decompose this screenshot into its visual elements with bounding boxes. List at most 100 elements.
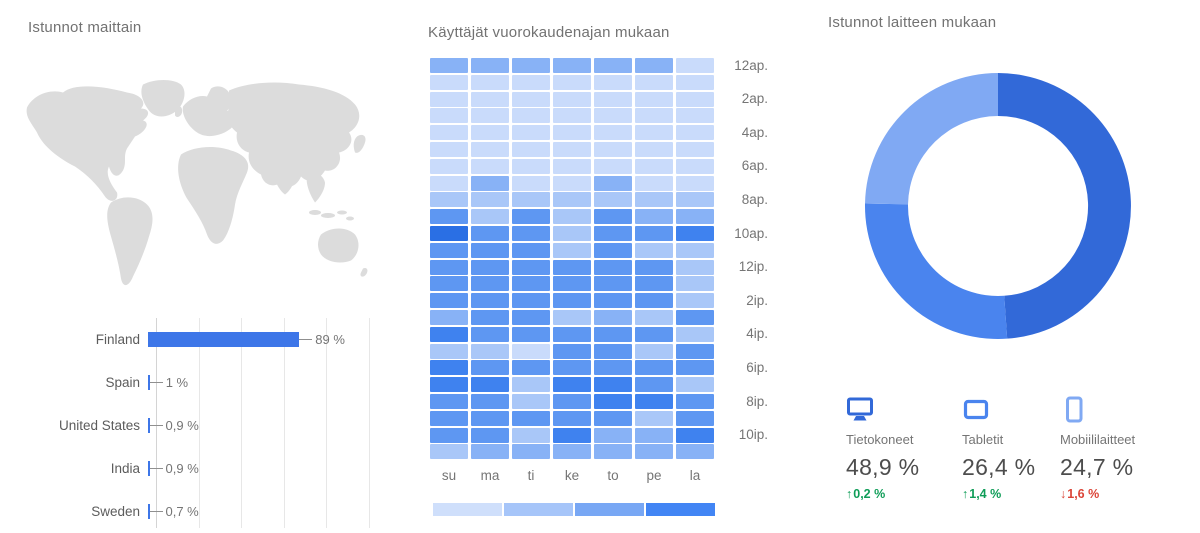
heatmap-cell[interactable] — [430, 58, 468, 73]
heatmap-cell[interactable] — [430, 225, 468, 241]
heatmap-cell[interactable] — [512, 343, 550, 359]
heatmap-cell[interactable] — [512, 377, 550, 393]
heatmap-cell[interactable] — [594, 141, 632, 157]
heatmap-cell[interactable] — [594, 192, 632, 208]
heatmap-cell[interactable] — [471, 427, 509, 443]
heatmap-cell[interactable] — [635, 175, 673, 191]
heatmap-cell[interactable] — [594, 259, 632, 275]
heatmap-cell[interactable] — [635, 444, 673, 460]
heatmap-cell[interactable] — [676, 125, 714, 141]
heatmap-cell[interactable] — [430, 192, 468, 208]
heatmap-cell[interactable] — [512, 209, 550, 225]
heatmap-cell[interactable] — [430, 326, 468, 342]
heatmap-cell[interactable] — [594, 108, 632, 124]
heatmap-cell[interactable] — [512, 74, 550, 90]
heatmap-cell[interactable] — [512, 410, 550, 426]
heatmap-cell[interactable] — [676, 58, 714, 73]
heatmap-cell[interactable] — [635, 209, 673, 225]
heatmap-cell[interactable] — [553, 343, 591, 359]
heatmap-cell[interactable] — [430, 242, 468, 258]
heatmap-cell[interactable] — [594, 309, 632, 325]
heatmap-cell[interactable] — [553, 141, 591, 157]
heatmap-cell[interactable] — [430, 259, 468, 275]
heatmap-cell[interactable] — [471, 225, 509, 241]
country-bar[interactable] — [148, 375, 150, 390]
heatmap-cell[interactable] — [553, 58, 591, 73]
heatmap-cell[interactable] — [635, 360, 673, 376]
donut-slice-mobiililaitteet[interactable] — [865, 73, 998, 205]
heatmap-cell[interactable] — [512, 158, 550, 174]
heatmap-cell[interactable] — [553, 125, 591, 141]
heatmap-cell[interactable] — [635, 276, 673, 292]
heatmap-cell[interactable] — [676, 427, 714, 443]
heatmap-cell[interactable] — [471, 209, 509, 225]
heatmap-cell[interactable] — [635, 293, 673, 309]
country-bar[interactable] — [148, 461, 150, 476]
heatmap-cell[interactable] — [635, 225, 673, 241]
heatmap-cell[interactable] — [553, 309, 591, 325]
heatmap-cell[interactable] — [594, 410, 632, 426]
heatmap-cell[interactable] — [430, 393, 468, 409]
heatmap-cell[interactable] — [676, 141, 714, 157]
heatmap-cell[interactable] — [676, 108, 714, 124]
heatmap-cell[interactable] — [635, 427, 673, 443]
heatmap-cell[interactable] — [471, 58, 509, 73]
heatmap-cell[interactable] — [512, 259, 550, 275]
heatmap-cell[interactable] — [594, 242, 632, 258]
heatmap-cell[interactable] — [471, 91, 509, 107]
heatmap-cell[interactable] — [512, 175, 550, 191]
heatmap-cell[interactable] — [471, 293, 509, 309]
heatmap-cell[interactable] — [553, 377, 591, 393]
heatmap-cell[interactable] — [635, 242, 673, 258]
heatmap-cell[interactable] — [553, 259, 591, 275]
heatmap-cell[interactable] — [471, 276, 509, 292]
heatmap-cell[interactable] — [430, 91, 468, 107]
heatmap-cell[interactable] — [430, 444, 468, 460]
heatmap-cell[interactable] — [430, 175, 468, 191]
heatmap-cell[interactable] — [471, 175, 509, 191]
heatmap-cell[interactable] — [553, 326, 591, 342]
heatmap-cell[interactable] — [512, 427, 550, 443]
heatmap-cell[interactable] — [430, 209, 468, 225]
heatmap-cell[interactable] — [512, 276, 550, 292]
heatmap-cell[interactable] — [635, 410, 673, 426]
heatmap-cell[interactable] — [553, 108, 591, 124]
heatmap-cell[interactable] — [553, 444, 591, 460]
heatmap-cell[interactable] — [553, 175, 591, 191]
heatmap-cell[interactable] — [471, 377, 509, 393]
heatmap-cell[interactable] — [594, 293, 632, 309]
heatmap-cell[interactable] — [594, 343, 632, 359]
heatmap-cell[interactable] — [594, 74, 632, 90]
heatmap-cell[interactable] — [430, 343, 468, 359]
heatmap-cell[interactable] — [553, 410, 591, 426]
heatmap-cell[interactable] — [553, 360, 591, 376]
heatmap-cell[interactable] — [594, 209, 632, 225]
heatmap-cell[interactable] — [594, 393, 632, 409]
heatmap-cell[interactable] — [430, 410, 468, 426]
heatmap-cell[interactable] — [635, 393, 673, 409]
heatmap-cell[interactable] — [430, 360, 468, 376]
heatmap-cell[interactable] — [676, 192, 714, 208]
heatmap-cell[interactable] — [471, 242, 509, 258]
donut-slice-tietokoneet[interactable] — [998, 73, 1131, 339]
heatmap-cell[interactable] — [594, 326, 632, 342]
heatmap-cell[interactable] — [594, 444, 632, 460]
heatmap-cell[interactable] — [471, 343, 509, 359]
heatmap-cell[interactable] — [635, 192, 673, 208]
heatmap-cell[interactable] — [512, 393, 550, 409]
heatmap-cell[interactable] — [676, 209, 714, 225]
heatmap-cell[interactable] — [594, 276, 632, 292]
heatmap-cell[interactable] — [635, 309, 673, 325]
heatmap-cell[interactable] — [635, 377, 673, 393]
heatmap-cell[interactable] — [635, 343, 673, 359]
heatmap-cell[interactable] — [676, 293, 714, 309]
heatmap-cell[interactable] — [676, 309, 714, 325]
heatmap-cell[interactable] — [430, 141, 468, 157]
heatmap-cell[interactable] — [676, 276, 714, 292]
heatmap-cell[interactable] — [553, 158, 591, 174]
heatmap-cell[interactable] — [512, 326, 550, 342]
heatmap-cell[interactable] — [471, 410, 509, 426]
heatmap-cell[interactable] — [635, 58, 673, 73]
heatmap-cell[interactable] — [512, 293, 550, 309]
heatmap-cell[interactable] — [676, 91, 714, 107]
